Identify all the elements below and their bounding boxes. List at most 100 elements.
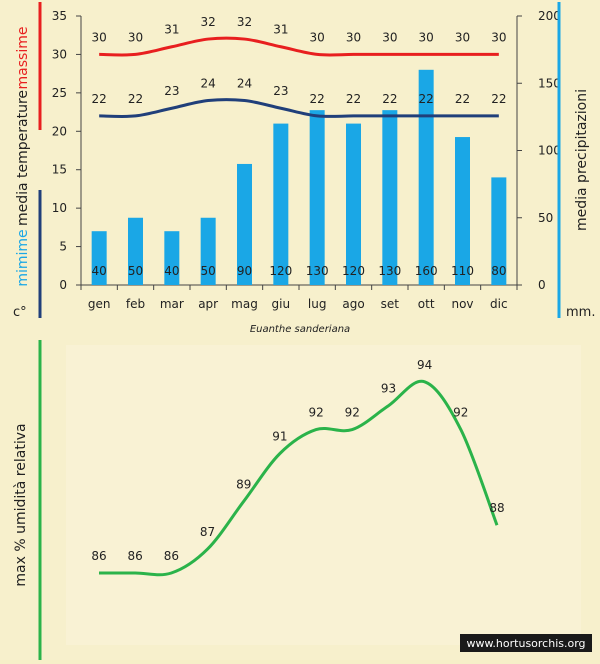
max-temperature-value-label: 31 (273, 23, 288, 37)
humidity-value-label: 92 (308, 406, 323, 420)
max-temperature-value-label: 30 (92, 30, 107, 44)
humidity-axis-label: max % umidità relativa (13, 423, 29, 586)
max-temperature-line (99, 36, 499, 57)
humidity-value-label: 89 (236, 477, 251, 491)
humidity-plot-area (66, 345, 581, 645)
x-tick-label: dic (490, 297, 508, 311)
left-axis-label-massime: massime (15, 27, 31, 90)
left-axis-label-temperature: media temperature (15, 90, 31, 226)
right-axis-unit: mm. (566, 305, 595, 320)
precipitation-bar (491, 177, 507, 285)
precipitation-value-label: 80 (491, 264, 506, 278)
max-temperature-value-label: 31 (164, 23, 179, 37)
precipitation-bar (164, 231, 180, 285)
left-tick-label: 30 (52, 47, 67, 61)
max-temperature-value-label: 30 (419, 30, 434, 44)
left-axis-unit: c° (13, 305, 27, 320)
min-temperature-value-label: 22 (419, 92, 434, 106)
humidity-value-label: 91 (272, 430, 287, 444)
humidity-line (98, 379, 499, 577)
x-tick-label: gen (88, 297, 111, 311)
humidity-value-label: 92 (453, 406, 468, 420)
left-tick-label: 5 (59, 240, 67, 254)
precipitation-bar (128, 217, 143, 285)
min-temperature-value-label: 22 (455, 92, 470, 106)
precipitation-bar (382, 110, 398, 286)
humidity-chart: max % umidità relativa 86 86 86 87 89 91 92 92 93… (13, 340, 581, 660)
min-temperature-value-label: 22 (92, 92, 107, 106)
min-temperature-value-label: 22 (491, 92, 506, 106)
min-temperature-value-label: 22 (128, 92, 143, 106)
min-temperature-value-label: 24 (237, 77, 252, 91)
humidity-value-label: 94 (417, 358, 432, 372)
right-tick-label: 100 (538, 144, 561, 158)
precipitation-bar (200, 217, 216, 285)
max-temperature-value-label: 30 (382, 30, 397, 44)
precipitation-value-label: 50 (201, 264, 216, 278)
humidity-value-label: 92 (345, 406, 360, 420)
precipitation-value-label: 130 (378, 264, 401, 278)
left-tick-label: 25 (52, 86, 67, 100)
min-temperature-value-label: 22 (382, 92, 397, 106)
precipitation-bar (455, 137, 470, 285)
humidity-value-label: 93 (381, 382, 396, 396)
precipitation-bar (346, 123, 361, 285)
precipitation-value-label: 160 (415, 264, 438, 278)
x-tick-label: nov (451, 297, 473, 311)
precipitation-value-label: 120 (269, 264, 292, 278)
left-tick-label: 0 (59, 278, 67, 292)
x-tick-label: ott (418, 297, 435, 311)
humidity-value-label: 86 (91, 549, 106, 563)
humidity-value-label: 86 (128, 549, 143, 563)
right-axis-label: media precipitazioni (574, 89, 590, 231)
left-axis-label-mimime: mimime (15, 229, 31, 286)
precipitation-bar (309, 110, 325, 286)
x-tick-label: giu (272, 297, 291, 311)
max-temperature-value-label: 30 (491, 30, 506, 44)
max-temperature-value-label: 32 (201, 15, 216, 29)
min-temperature-value-label: 22 (310, 92, 325, 106)
precipitation-bar (273, 123, 289, 285)
precipitation-value-label: 90 (237, 264, 252, 278)
x-tick-label: lug (308, 297, 327, 311)
precipitation-bar (237, 163, 252, 285)
precipitation-value-label: 130 (306, 264, 329, 278)
precipitation-bar (91, 231, 107, 285)
x-tick-label: set (381, 297, 400, 311)
left-tick-label: 35 (52, 9, 67, 23)
max-temperature-value-label: 30 (310, 30, 325, 44)
min-temperature-value-label: 22 (346, 92, 361, 106)
x-tick-label: feb (126, 297, 145, 311)
humidity-value-label: 87 (200, 525, 215, 539)
x-tick-label: mar (160, 297, 184, 311)
left-tick-label: 10 (52, 201, 67, 215)
max-temperature-value-label: 30 (455, 30, 470, 44)
x-tick-label: mag (231, 297, 258, 311)
humidity-value-label: 86 (164, 549, 179, 563)
species-caption: Euanthe sanderiana (250, 324, 350, 335)
x-tick-label: ago (342, 297, 364, 311)
precipitation-value-label: 50 (128, 264, 143, 278)
min-temperature-value-label: 23 (164, 84, 179, 98)
right-tick-label: 0 (538, 278, 546, 292)
max-temperature-value-label: 32 (237, 15, 252, 29)
min-temperature-line (99, 98, 499, 118)
precipitation-value-label: 40 (92, 264, 107, 278)
max-temperature-value-label: 30 (346, 30, 361, 44)
precipitation-value-label: 120 (342, 264, 365, 278)
watermark-text: www.hortusorchis.org (466, 637, 585, 650)
humidity-value-label: 88 (489, 501, 504, 515)
precipitation-bar (418, 69, 434, 285)
left-tick-label: 20 (52, 124, 67, 138)
right-tick-label: 150 (538, 76, 561, 90)
right-tick-label: 200 (538, 9, 561, 23)
max-temperature-value-label: 30 (128, 30, 143, 44)
left-tick-label: 15 (52, 163, 67, 177)
min-temperature-value-label: 24 (201, 77, 216, 91)
watermark-background (460, 634, 592, 652)
precipitation-value-label: 110 (451, 264, 474, 278)
right-tick-label: 50 (538, 211, 553, 225)
